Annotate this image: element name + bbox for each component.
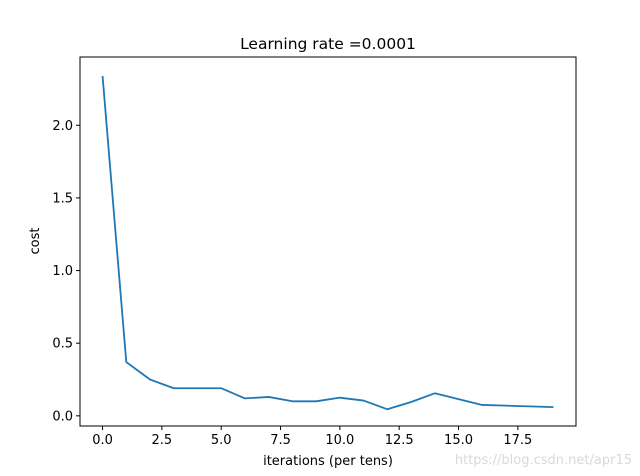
x-tick-label: 15.0 — [444, 433, 473, 448]
y-tick-label: 0.5 — [52, 337, 73, 352]
plot-frame — [79, 56, 577, 427]
y-tick-label: 1.5 — [52, 191, 73, 206]
y-axis: 0.0 0.5 1.0 1.5 2.0 — [52, 119, 80, 424]
x-tick-label: 5.0 — [211, 433, 232, 448]
y-tick-label: 2.0 — [52, 119, 73, 134]
x-tick-label: 0.0 — [92, 433, 113, 448]
watermark: https://blog.csdn.net/apr15 — [455, 453, 632, 468]
x-axis: 0.0 2.5 5.0 7.5 10.0 12.5 15.0 17.5 — [92, 426, 532, 448]
y-tick-label: 1.0 — [52, 264, 73, 279]
series-line — [101, 75, 554, 411]
plot-area — [101, 75, 554, 411]
x-tick-label: 10.0 — [325, 433, 354, 448]
y-tick-label: 0.0 — [52, 409, 73, 424]
chart-title: Learning rate =0.0001 — [240, 35, 416, 53]
y-axis-label: cost — [28, 228, 43, 255]
x-tick-label: 12.5 — [385, 433, 414, 448]
x-tick-label: 2.5 — [152, 433, 173, 448]
x-tick-label: 17.5 — [503, 433, 532, 448]
x-tick-label: 7.5 — [270, 433, 291, 448]
x-axis-label: iterations (per tens) — [263, 454, 393, 469]
